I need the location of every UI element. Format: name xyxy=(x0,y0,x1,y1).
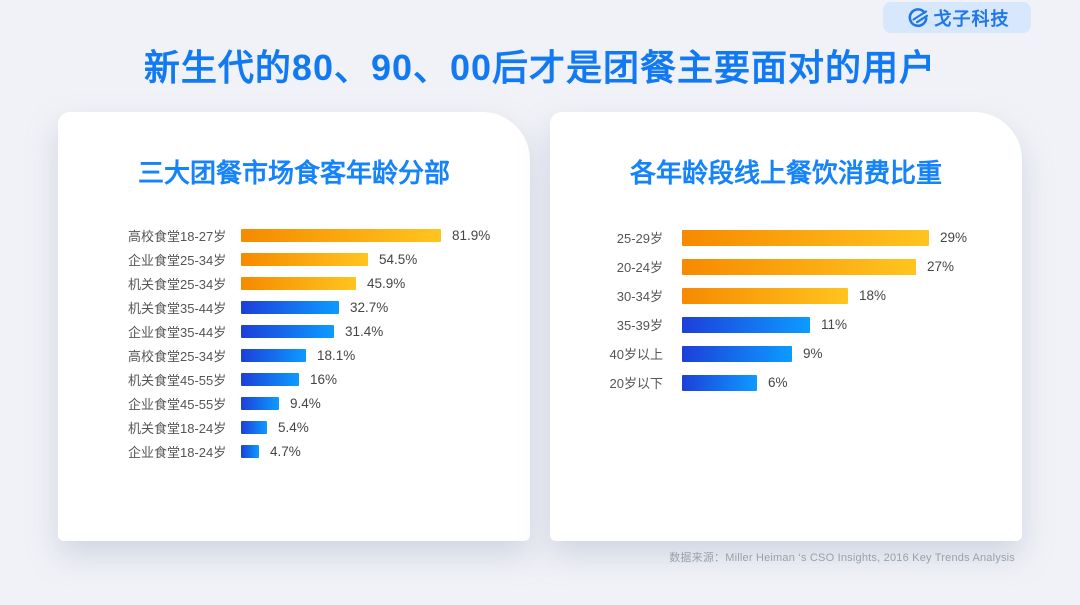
bar-chart-canteen-age: 高校食堂18-27岁 81.9% 企业食堂25-34岁 54.5% 机关食堂25-34岁… xyxy=(58,223,530,463)
chart-row: 25-29岁 29% xyxy=(550,223,1022,252)
value-label: 11% xyxy=(821,317,848,333)
category-label: 机关食堂25-34岁 xyxy=(128,276,227,292)
bar xyxy=(241,420,267,434)
value-label: 45.9% xyxy=(367,275,406,291)
value-label: 4.7% xyxy=(270,443,301,459)
value-label: 6% xyxy=(768,375,788,391)
chart-row: 20岁以下 6% xyxy=(550,368,1022,397)
chart-title-right: 各年龄段线上餐饮消费比重 xyxy=(629,158,942,188)
category-label: 20岁以下 xyxy=(609,376,663,392)
category-label: 30-34岁 xyxy=(616,289,663,305)
chart-row: 机关食堂45-55岁 16% xyxy=(58,367,530,391)
value-label: 31.4% xyxy=(345,323,384,339)
chart-title-left: 三大团餐市场食客年龄分部 xyxy=(137,158,450,188)
bar xyxy=(241,228,441,242)
bar xyxy=(241,372,299,386)
bar xyxy=(682,229,929,246)
bar xyxy=(682,374,757,391)
value-label: 32.7% xyxy=(350,299,389,315)
value-label: 27% xyxy=(927,259,955,275)
bar xyxy=(241,300,339,314)
category-label: 高校食堂18-27岁 xyxy=(128,228,227,244)
value-label: 16% xyxy=(310,371,338,387)
category-label: 40岁以上 xyxy=(609,347,663,363)
bar xyxy=(682,287,848,304)
category-label: 企业食堂35-44岁 xyxy=(128,324,227,340)
category-label: 25-29岁 xyxy=(616,231,663,247)
value-label: 18% xyxy=(859,288,887,304)
category-label: 35-39岁 xyxy=(616,318,663,334)
chart-row: 企业食堂35-44岁 31.4% xyxy=(58,319,530,343)
value-label: 5.4% xyxy=(278,419,309,435)
chart-row: 20-24岁 27% xyxy=(550,252,1022,281)
chart-row: 企业食堂45-55岁 9.4% xyxy=(58,391,530,415)
bar xyxy=(682,316,810,333)
category-label: 机关食堂45-55岁 xyxy=(128,372,227,388)
chart-row: 高校食堂25-34岁 18.1% xyxy=(58,343,530,367)
chart-row: 40岁以上 9% xyxy=(550,339,1022,368)
value-label: 18.1% xyxy=(317,347,356,363)
chart-row: 机关食堂35-44岁 32.7% xyxy=(58,295,530,319)
bar xyxy=(241,348,306,362)
value-label: 29% xyxy=(940,230,968,246)
value-label: 9% xyxy=(803,346,823,362)
card-canteen-age-distribution: 三大团餐市场食客年龄分部 高校食堂18-27岁 81.9% 企业食堂25-34岁 54… xyxy=(58,112,530,541)
bar xyxy=(241,276,356,290)
value-label: 9.4% xyxy=(290,395,321,411)
bar-chart-online-share: 25-29岁 29% 20-24岁 27% 30-34岁 18% 35-39岁 11% 40岁以… xyxy=(550,223,1022,397)
bar xyxy=(241,252,368,266)
chart-row: 企业食堂25-34岁 54.5% xyxy=(58,247,530,271)
bar xyxy=(682,345,792,362)
logo-icon xyxy=(908,7,928,27)
bar xyxy=(241,324,334,338)
category-label: 机关食堂18-24岁 xyxy=(128,420,227,436)
chart-row: 30-34岁 18% xyxy=(550,281,1022,310)
bar xyxy=(682,258,916,275)
chart-row: 机关食堂18-24岁 5.4% xyxy=(58,415,530,439)
page-title: 新生代的80、90、00后才是团餐主要面对的用户 xyxy=(143,47,937,88)
logo-text: 戈子科技 xyxy=(933,8,1010,29)
category-label: 企业食堂18-24岁 xyxy=(128,444,227,460)
category-label: 机关食堂35-44岁 xyxy=(128,300,227,316)
value-label: 54.5% xyxy=(379,251,418,267)
category-label: 企业食堂45-55岁 xyxy=(128,396,227,412)
chart-row: 机关食堂25-34岁 45.9% xyxy=(58,271,530,295)
logo-badge: 戈子科技 xyxy=(883,2,1031,33)
bar xyxy=(241,444,259,458)
card-online-dining-share: 各年龄段线上餐饮消费比重 25-29岁 29% 20-24岁 27% 30-34岁 18%… xyxy=(550,112,1022,541)
chart-row: 35-39岁 11% xyxy=(550,310,1022,339)
chart-row: 高校食堂18-27岁 81.9% xyxy=(58,223,530,247)
category-label: 高校食堂25-34岁 xyxy=(128,348,227,364)
category-label: 企业食堂25-34岁 xyxy=(128,252,227,268)
value-label: 81.9% xyxy=(452,227,491,243)
bar xyxy=(241,396,279,410)
chart-row: 企业食堂18-24岁 4.7% xyxy=(58,439,530,463)
data-source-note: 数据来源：Miller Heiman ‘s CSO Insights, 2016… xyxy=(669,552,1015,564)
category-label: 20-24岁 xyxy=(616,260,663,276)
